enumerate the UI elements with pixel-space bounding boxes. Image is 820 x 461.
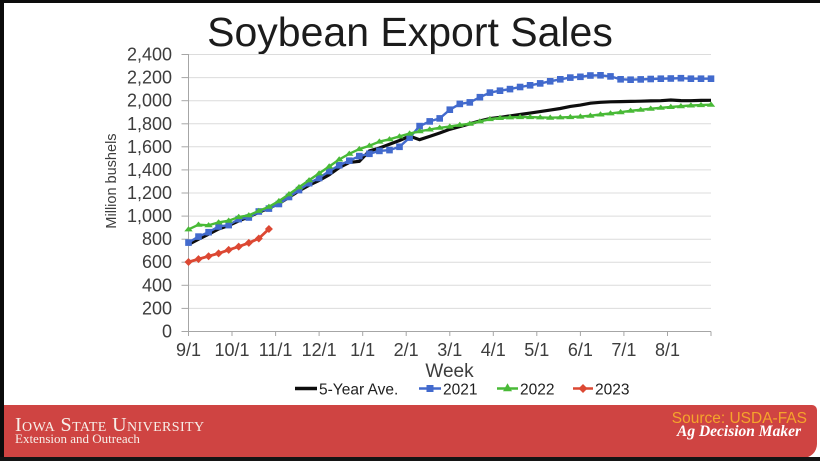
svg-text:4/1: 4/1: [481, 340, 506, 360]
svg-text:1,400: 1,400: [127, 160, 172, 180]
svg-text:7/1: 7/1: [611, 340, 636, 360]
svg-text:6/1: 6/1: [568, 340, 593, 360]
svg-text:800: 800: [142, 229, 172, 249]
svg-text:2,400: 2,400: [127, 45, 172, 65]
svg-text:0: 0: [162, 322, 172, 342]
svg-text:9/1: 9/1: [176, 340, 201, 360]
svg-text:1,000: 1,000: [127, 206, 172, 226]
svg-text:2/1: 2/1: [394, 340, 419, 360]
svg-text:1/1: 1/1: [350, 340, 375, 360]
svg-text:8/1: 8/1: [655, 340, 680, 360]
svg-text:400: 400: [142, 275, 172, 295]
svg-text:2021: 2021: [443, 382, 477, 399]
svg-text:Week: Week: [425, 361, 474, 382]
svg-text:5/1: 5/1: [524, 340, 549, 360]
svg-text:1,800: 1,800: [127, 114, 172, 134]
svg-text:1,600: 1,600: [127, 137, 172, 157]
svg-text:12/1: 12/1: [302, 340, 337, 360]
svg-text:2022: 2022: [520, 382, 554, 399]
svg-text:2023: 2023: [595, 382, 629, 399]
svg-text:600: 600: [142, 252, 172, 272]
svg-text:2,000: 2,000: [127, 91, 172, 111]
svg-text:Million bushels: Million bushels: [104, 133, 120, 228]
svg-text:2,200: 2,200: [127, 68, 172, 88]
svg-text:3/1: 3/1: [437, 340, 462, 360]
svg-text:200: 200: [142, 298, 172, 318]
svg-text:1,200: 1,200: [127, 183, 172, 203]
svg-text:5-Year Ave.: 5-Year Ave.: [319, 382, 398, 399]
svg-text:10/1: 10/1: [214, 340, 249, 360]
svg-text:11/1: 11/1: [259, 340, 293, 360]
